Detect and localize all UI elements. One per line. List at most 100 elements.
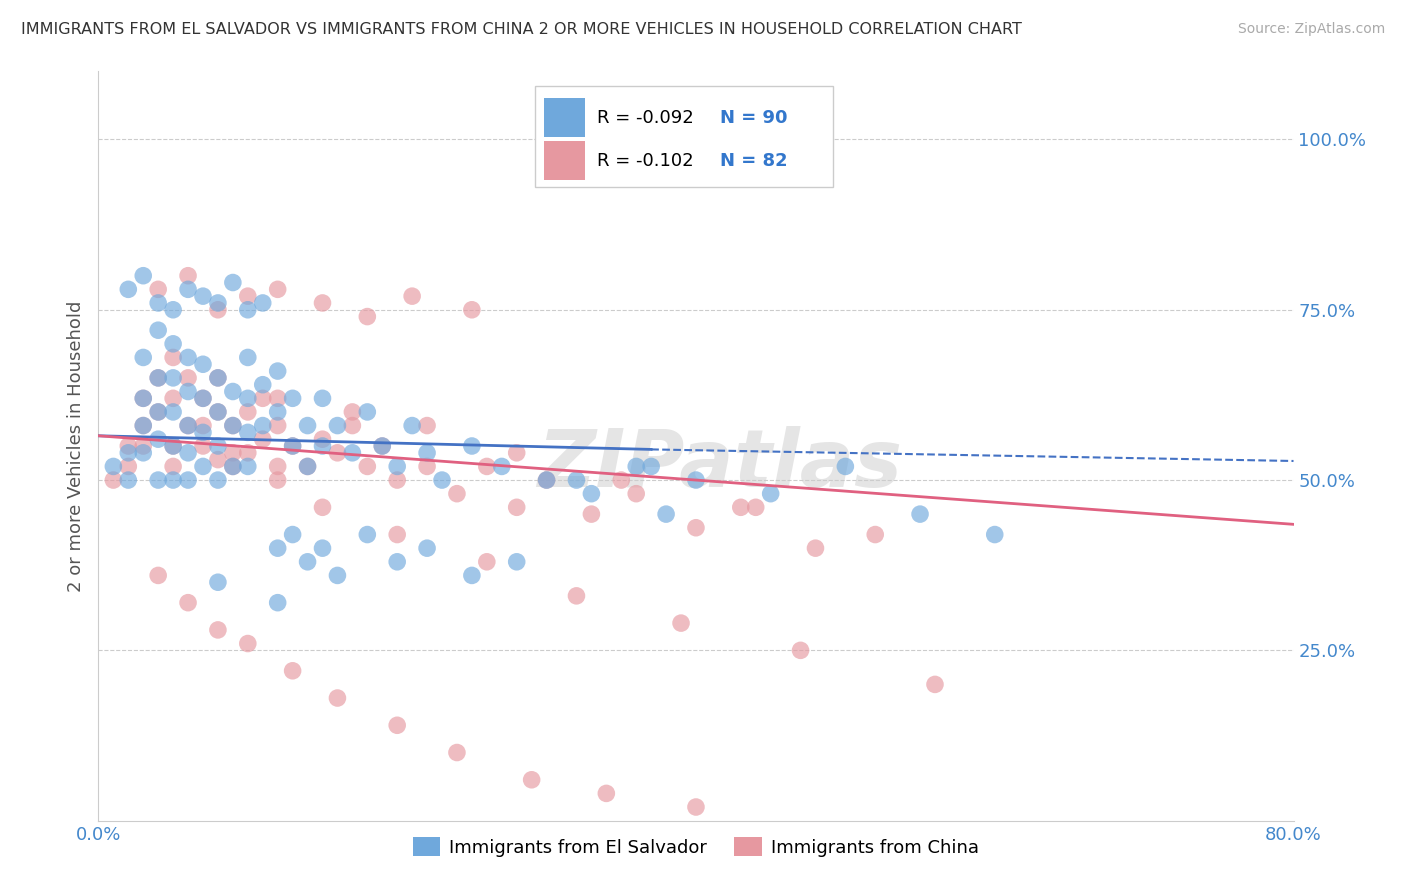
Point [281, 527, 304, 541]
Point [311, 392, 333, 406]
Point [236, 446, 259, 460]
Point [416, 418, 439, 433]
Point [148, 473, 170, 487]
Point [759, 486, 782, 500]
Point [626, 486, 648, 500]
Point [103, 459, 125, 474]
Point [222, 276, 245, 290]
Point [385, 473, 409, 487]
Point [385, 718, 409, 732]
Text: N = 90: N = 90 [720, 109, 787, 127]
Point [326, 568, 349, 582]
Point [342, 405, 364, 419]
Point [640, 459, 662, 474]
Point [148, 568, 170, 582]
Point [236, 405, 259, 419]
Text: Source: ZipAtlas.com: Source: ZipAtlas.com [1237, 22, 1385, 37]
Point [191, 392, 214, 406]
Point [311, 296, 333, 310]
Point [148, 282, 170, 296]
Point [222, 418, 245, 433]
Point [430, 473, 453, 487]
Point [475, 555, 498, 569]
Point [117, 459, 139, 474]
Point [117, 473, 139, 487]
Point [416, 446, 439, 460]
Point [191, 418, 214, 433]
Point [236, 392, 259, 406]
Point [191, 459, 214, 474]
Point [491, 459, 513, 474]
Point [461, 439, 484, 453]
Point [267, 418, 290, 433]
Point [506, 446, 529, 460]
Point [132, 418, 155, 433]
Point [162, 439, 184, 453]
Point [132, 392, 155, 406]
Point [371, 439, 394, 453]
Point [685, 521, 707, 535]
Point [222, 446, 245, 460]
Point [177, 384, 200, 399]
Point [207, 371, 229, 385]
Point [267, 596, 290, 610]
Point [685, 473, 707, 487]
Point [162, 371, 184, 385]
Text: IMMIGRANTS FROM EL SALVADOR VS IMMIGRANTS FROM CHINA 2 OR MORE VEHICLES IN HOUSE: IMMIGRANTS FROM EL SALVADOR VS IMMIGRANT… [21, 22, 1022, 37]
Point [222, 459, 245, 474]
Point [162, 302, 184, 317]
Point [565, 473, 588, 487]
Point [236, 636, 259, 650]
Point [162, 459, 184, 474]
Point [162, 392, 184, 406]
Point [610, 473, 633, 487]
Text: N = 82: N = 82 [720, 152, 787, 169]
Point [311, 432, 333, 446]
Point [207, 623, 229, 637]
Point [565, 589, 588, 603]
Point [581, 507, 603, 521]
Point [177, 268, 200, 283]
Point [908, 507, 931, 521]
Point [356, 459, 378, 474]
Point [207, 473, 229, 487]
Point [281, 392, 304, 406]
Point [536, 473, 558, 487]
Point [148, 405, 170, 419]
Point [103, 473, 125, 487]
Point [207, 405, 229, 419]
Point [356, 405, 378, 419]
Point [252, 418, 274, 433]
Point [132, 392, 155, 406]
Point [236, 459, 259, 474]
Point [342, 446, 364, 460]
Point [252, 296, 274, 310]
Point [162, 405, 184, 419]
Point [207, 439, 229, 453]
Point [222, 459, 245, 474]
Point [401, 418, 423, 433]
Point [207, 452, 229, 467]
Y-axis label: 2 or more Vehicles in Household: 2 or more Vehicles in Household [66, 301, 84, 591]
Point [356, 310, 378, 324]
Point [385, 527, 409, 541]
Point [281, 439, 304, 453]
Point [311, 541, 333, 556]
Point [132, 351, 155, 365]
Point [177, 371, 200, 385]
Point [191, 392, 214, 406]
Point [326, 446, 349, 460]
Point [267, 541, 290, 556]
Point [148, 371, 170, 385]
Point [117, 446, 139, 460]
Point [222, 384, 245, 399]
Point [207, 371, 229, 385]
Point [162, 473, 184, 487]
Point [177, 418, 200, 433]
Point [207, 405, 229, 419]
Point [252, 392, 274, 406]
Point [117, 439, 139, 453]
Point [177, 596, 200, 610]
Point [342, 418, 364, 433]
Point [207, 302, 229, 317]
